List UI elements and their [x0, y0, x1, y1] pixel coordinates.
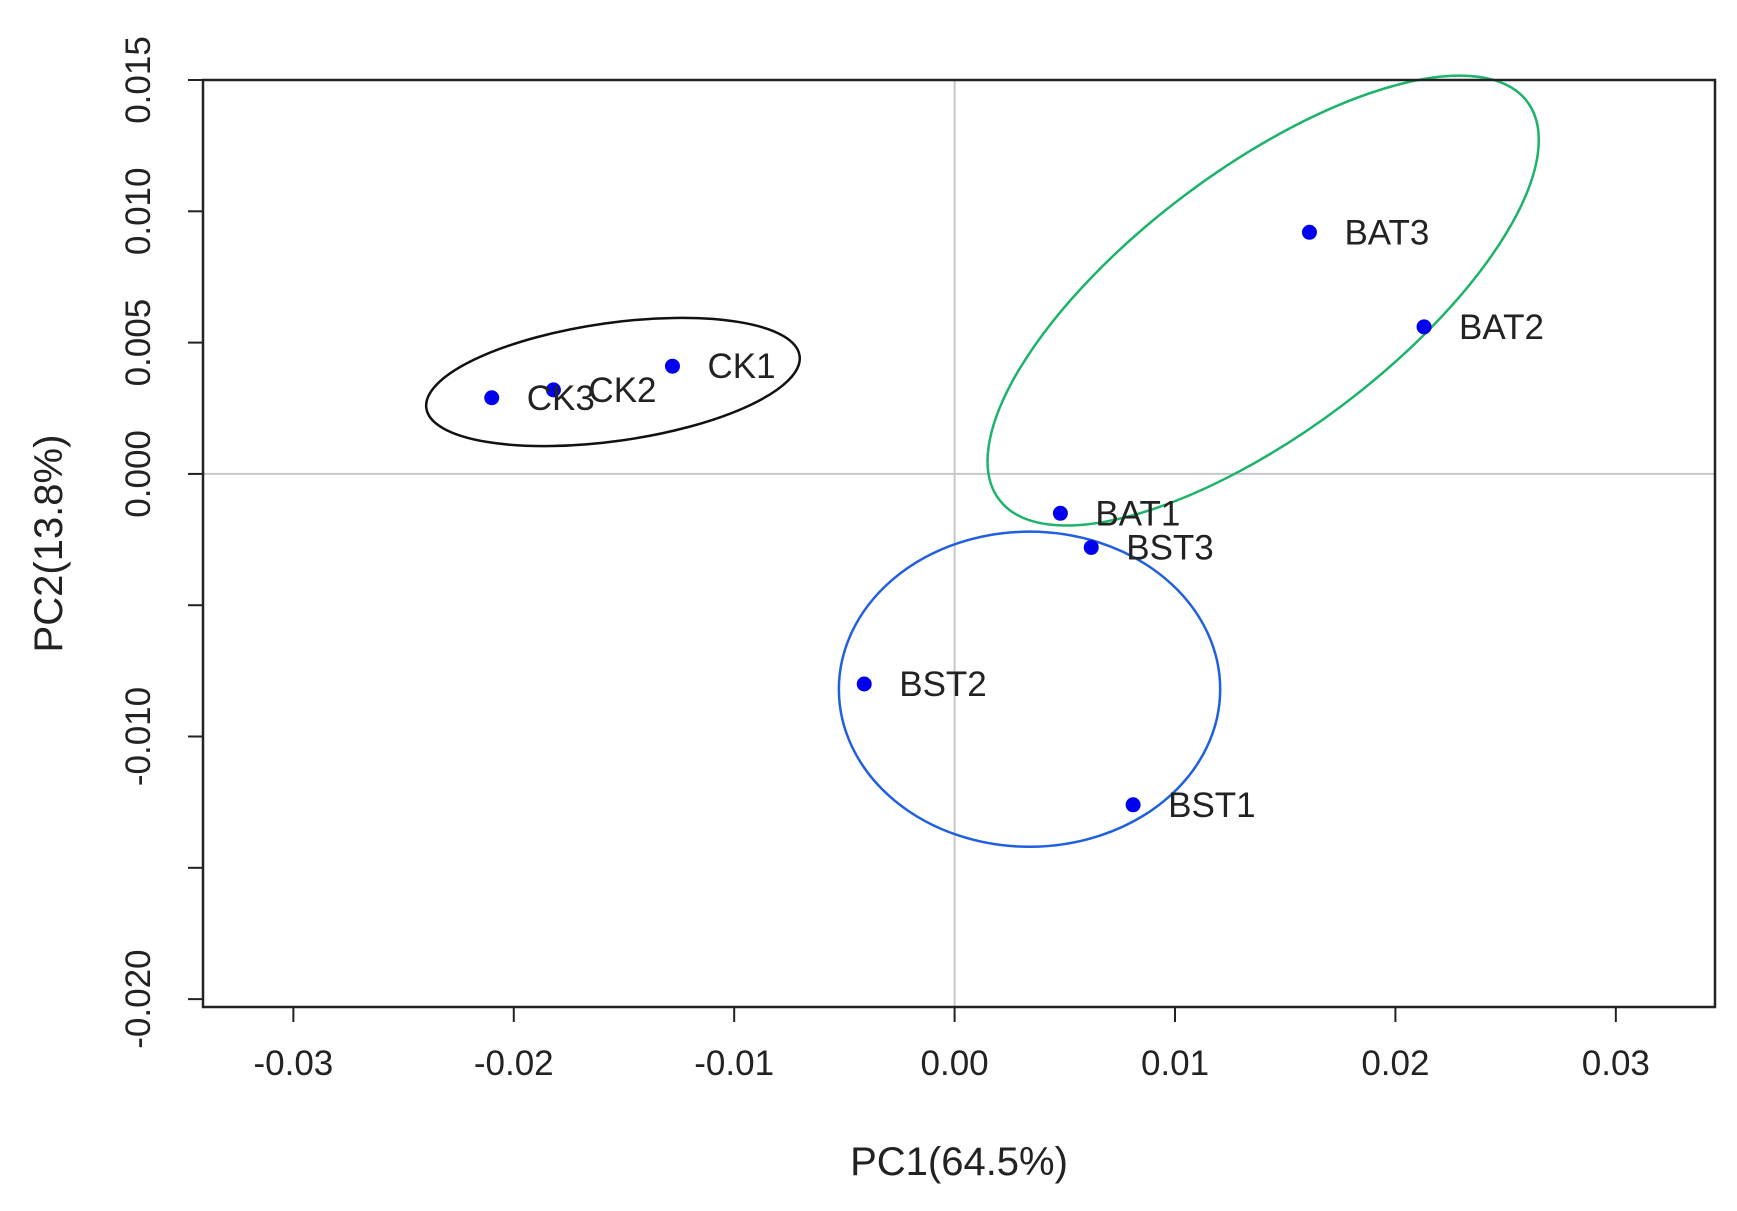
x-tick-label: 0.00 [921, 1044, 989, 1083]
point-label-bat2: BAT2 [1459, 308, 1544, 347]
x-axis: -0.03 -0.02 -0.01 0.00 0.01 0.02 0.03 [253, 1006, 1650, 1083]
ellipse-bat [986, 74, 1541, 527]
y-tick-label: -0.020 [119, 949, 158, 1048]
point-label-ck1: CK1 [707, 347, 775, 386]
point-label-bat1: BAT1 [1095, 494, 1180, 533]
point-bat1 [1052, 505, 1068, 521]
y-tick-label: -0.010 [119, 687, 158, 786]
ellipse-bst [837, 530, 1222, 849]
x-tick-label: -0.01 [694, 1044, 774, 1083]
point-label-ck3: CK3 [527, 379, 595, 418]
point-ck2 [545, 382, 561, 398]
x-tick-label: -0.02 [474, 1044, 554, 1083]
x-tick-label: 0.03 [1582, 1044, 1650, 1083]
point-bst2 [856, 676, 872, 692]
ellipse-ck [424, 316, 802, 448]
y-tick-label: 0.015 [119, 36, 158, 124]
point-label-bst3: BST3 [1126, 528, 1214, 567]
point-ck1 [664, 358, 680, 374]
point-bst3 [1083, 539, 1099, 555]
y-tick-label: 0.000 [119, 430, 158, 518]
point-bat2 [1416, 319, 1432, 335]
point-ck3 [484, 390, 500, 406]
point-label-bat3: BAT3 [1344, 213, 1429, 252]
point-label-bst1: BST1 [1168, 786, 1256, 825]
group-ellipses [424, 74, 1541, 849]
x-tick-label: 0.02 [1361, 1044, 1429, 1083]
y-axis-title: PC2(13.8%) [27, 435, 71, 653]
point-label-ck2: CK2 [588, 371, 656, 410]
point-bst1 [1125, 797, 1141, 813]
x-axis-title: PC1(64.5%) [850, 1140, 1068, 1184]
x-tick-label: -0.03 [253, 1044, 333, 1083]
point-label-bst2: BST2 [899, 665, 987, 704]
y-axis: -0.020 -0.010 0.000 0.005 0.010 0.015 [119, 36, 204, 1049]
x-tick-label: 0.01 [1141, 1044, 1209, 1083]
y-tick-label: 0.010 [119, 168, 158, 256]
data-points [484, 224, 1432, 813]
point-bat3 [1301, 224, 1317, 240]
y-tick-label: 0.005 [119, 299, 158, 387]
